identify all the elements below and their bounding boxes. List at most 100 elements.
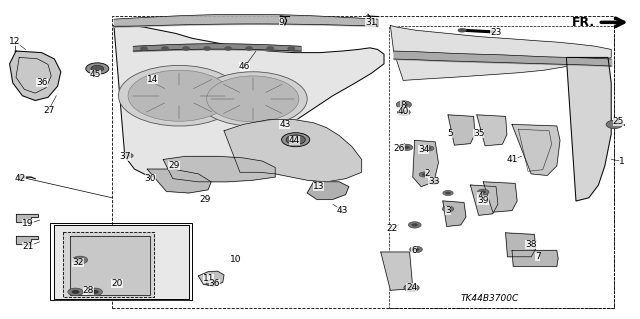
- Polygon shape: [10, 51, 61, 100]
- Polygon shape: [163, 156, 275, 182]
- Circle shape: [86, 63, 109, 74]
- Circle shape: [91, 290, 99, 294]
- Polygon shape: [70, 236, 150, 295]
- Circle shape: [204, 47, 211, 50]
- Circle shape: [183, 47, 189, 50]
- Circle shape: [225, 47, 231, 50]
- Circle shape: [431, 181, 436, 183]
- Circle shape: [445, 208, 451, 211]
- Circle shape: [125, 154, 131, 157]
- Polygon shape: [413, 140, 438, 187]
- Circle shape: [426, 147, 431, 150]
- Text: FR.: FR.: [572, 16, 595, 29]
- Circle shape: [288, 47, 294, 50]
- Text: 31: 31: [365, 19, 376, 27]
- Circle shape: [128, 70, 230, 121]
- Polygon shape: [566, 57, 611, 201]
- Text: 34: 34: [418, 145, 429, 154]
- Circle shape: [404, 284, 419, 292]
- Text: 26: 26: [394, 144, 405, 153]
- Circle shape: [443, 190, 453, 196]
- Text: 8: 8: [401, 101, 406, 110]
- Circle shape: [419, 172, 429, 177]
- Circle shape: [76, 258, 84, 262]
- Circle shape: [68, 288, 83, 296]
- Circle shape: [400, 144, 413, 151]
- Circle shape: [424, 146, 434, 151]
- Text: 20: 20: [111, 279, 123, 288]
- Circle shape: [72, 290, 79, 294]
- Text: 27: 27: [43, 106, 54, 115]
- Circle shape: [442, 206, 454, 212]
- Polygon shape: [443, 201, 466, 226]
- Circle shape: [286, 135, 305, 145]
- Text: 12: 12: [9, 37, 20, 46]
- Polygon shape: [390, 26, 611, 80]
- Circle shape: [477, 189, 489, 195]
- Text: 36: 36: [36, 78, 48, 87]
- Text: 24: 24: [406, 283, 417, 292]
- Text: 6: 6: [412, 246, 417, 255]
- Text: 29: 29: [168, 161, 180, 170]
- Circle shape: [401, 111, 407, 114]
- Circle shape: [458, 28, 467, 33]
- Polygon shape: [381, 252, 413, 290]
- Text: 28: 28: [83, 286, 94, 295]
- Circle shape: [410, 246, 422, 253]
- Text: TK44B3700C: TK44B3700C: [461, 294, 519, 303]
- Text: 7: 7: [535, 252, 540, 261]
- Text: 42: 42: [15, 174, 26, 183]
- Text: 30: 30: [145, 174, 156, 183]
- Polygon shape: [448, 115, 475, 145]
- Text: 25: 25: [612, 117, 624, 126]
- Circle shape: [408, 222, 421, 228]
- Text: 13: 13: [313, 182, 324, 191]
- Circle shape: [87, 288, 102, 296]
- Text: 38: 38: [525, 240, 537, 249]
- Circle shape: [400, 103, 408, 107]
- Circle shape: [246, 47, 252, 50]
- Text: 22: 22: [387, 224, 398, 233]
- Circle shape: [422, 173, 427, 176]
- Polygon shape: [512, 250, 558, 266]
- Text: 41: 41: [506, 155, 518, 164]
- Text: 44: 44: [289, 136, 300, 145]
- Text: 32: 32: [72, 258, 84, 267]
- Circle shape: [282, 133, 310, 147]
- Polygon shape: [506, 233, 536, 257]
- Polygon shape: [54, 225, 189, 299]
- Circle shape: [141, 47, 147, 50]
- Text: 9: 9: [279, 18, 284, 27]
- Circle shape: [17, 175, 24, 179]
- Text: 43: 43: [337, 206, 348, 215]
- Circle shape: [123, 153, 133, 158]
- Circle shape: [267, 47, 273, 50]
- Circle shape: [91, 65, 104, 72]
- Text: 19: 19: [22, 219, 34, 228]
- Text: 29: 29: [199, 195, 211, 204]
- Polygon shape: [147, 169, 211, 193]
- Text: 5: 5: [447, 130, 452, 138]
- Polygon shape: [477, 115, 507, 146]
- Circle shape: [403, 146, 410, 149]
- Text: 10: 10: [230, 256, 241, 264]
- Text: 39: 39: [477, 197, 489, 205]
- Text: 21: 21: [22, 242, 34, 251]
- Circle shape: [412, 223, 418, 226]
- Circle shape: [480, 190, 486, 193]
- Text: 3: 3: [445, 206, 451, 215]
- Polygon shape: [470, 185, 498, 215]
- Polygon shape: [63, 232, 154, 297]
- Polygon shape: [483, 182, 517, 212]
- Circle shape: [206, 280, 219, 286]
- Text: 46: 46: [239, 63, 250, 71]
- Text: 4: 4: [477, 192, 483, 201]
- Circle shape: [198, 72, 307, 126]
- Text: 11: 11: [203, 274, 214, 283]
- Text: 33: 33: [428, 177, 440, 186]
- Circle shape: [429, 179, 439, 184]
- Text: 14: 14: [147, 75, 158, 84]
- Polygon shape: [114, 26, 384, 179]
- Circle shape: [207, 76, 299, 122]
- Polygon shape: [224, 120, 362, 182]
